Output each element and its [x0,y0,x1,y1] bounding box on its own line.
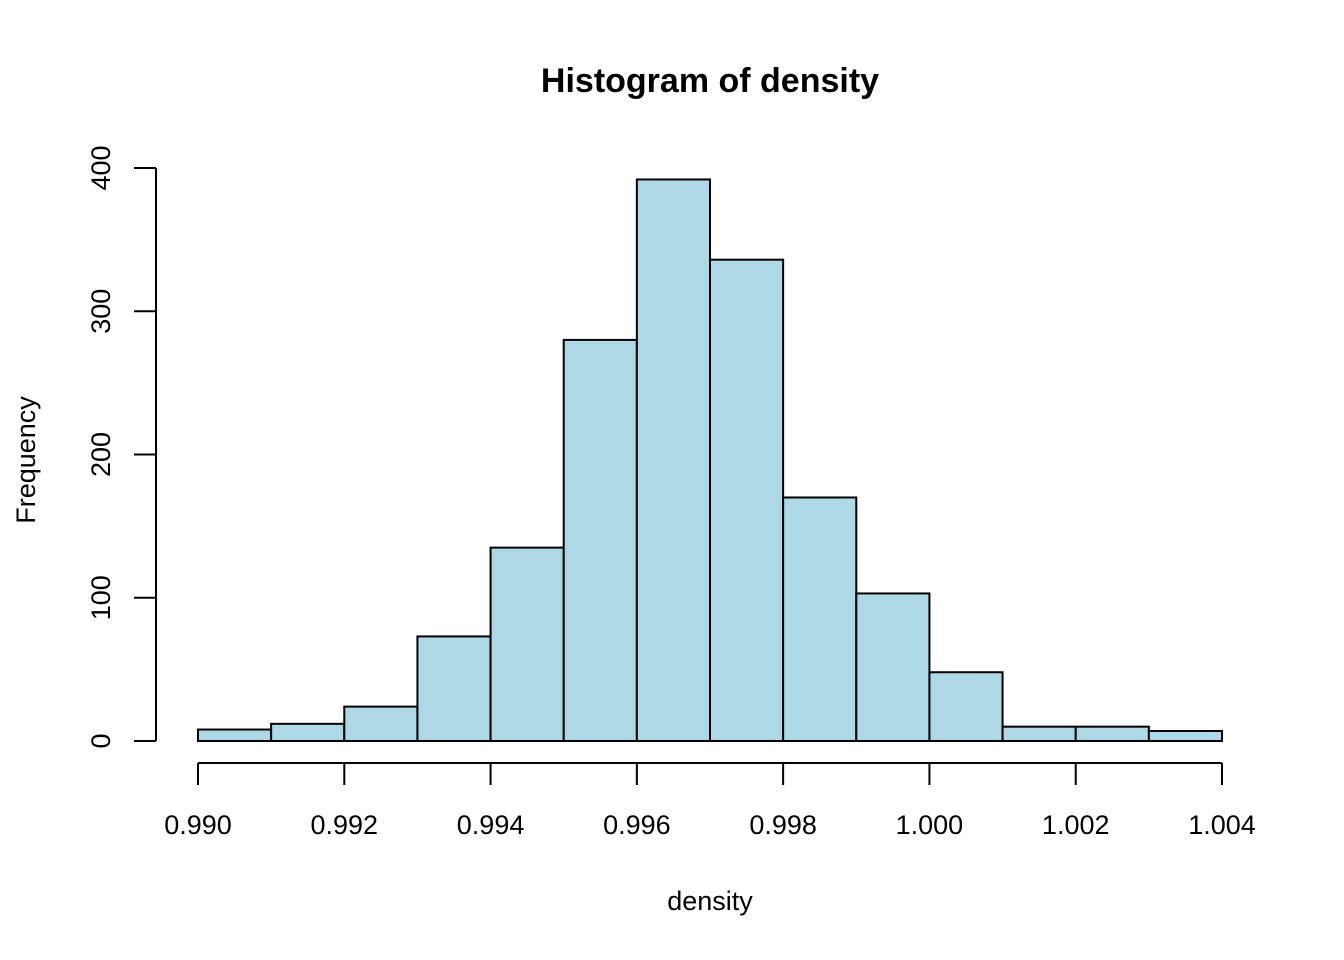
y-tick-label: 0 [86,733,116,748]
y-axis: 0 100 200 300 400 [86,145,157,749]
x-tick-label: 0.992 [310,810,378,840]
y-axis-label: Frequency [11,396,41,524]
x-tick-label: 0.996 [603,810,671,840]
histogram-bar [855,592,931,743]
x-axis: 0.990 0.992 0.994 0.996 0.998 1.000 1.002 1.004 [164,762,1256,840]
y-tick-label: 100 [86,575,116,620]
y-tick-label: 200 [86,432,116,477]
histogram-bar [197,728,273,742]
x-tick-label: 1.004 [1188,810,1256,840]
histogram-bar [416,635,492,742]
y-tick-label: 400 [86,145,116,190]
histogram-bar [635,178,711,742]
x-axis-label: density [667,886,753,916]
histogram-bar [928,671,1004,742]
histogram-bar [489,546,565,742]
histogram-bar [782,496,858,742]
histogram-bar [562,338,638,742]
x-tick-label: 0.990 [164,810,232,840]
x-tick-label: 1.000 [896,810,964,840]
x-tick-label: 1.002 [1042,810,1110,840]
histogram-bar [1074,725,1150,742]
chart-title: Histogram of density [541,62,879,100]
bars-group [197,178,1224,743]
histogram-bar [1001,725,1077,742]
y-tick-label: 300 [86,289,116,334]
histogram-bar [1147,729,1224,742]
histogram-bar [709,258,785,742]
histogram-bar [270,722,346,742]
histogram-bar [343,705,419,742]
x-tick-label: 0.994 [457,810,525,840]
x-tick-label: 0.998 [749,810,817,840]
